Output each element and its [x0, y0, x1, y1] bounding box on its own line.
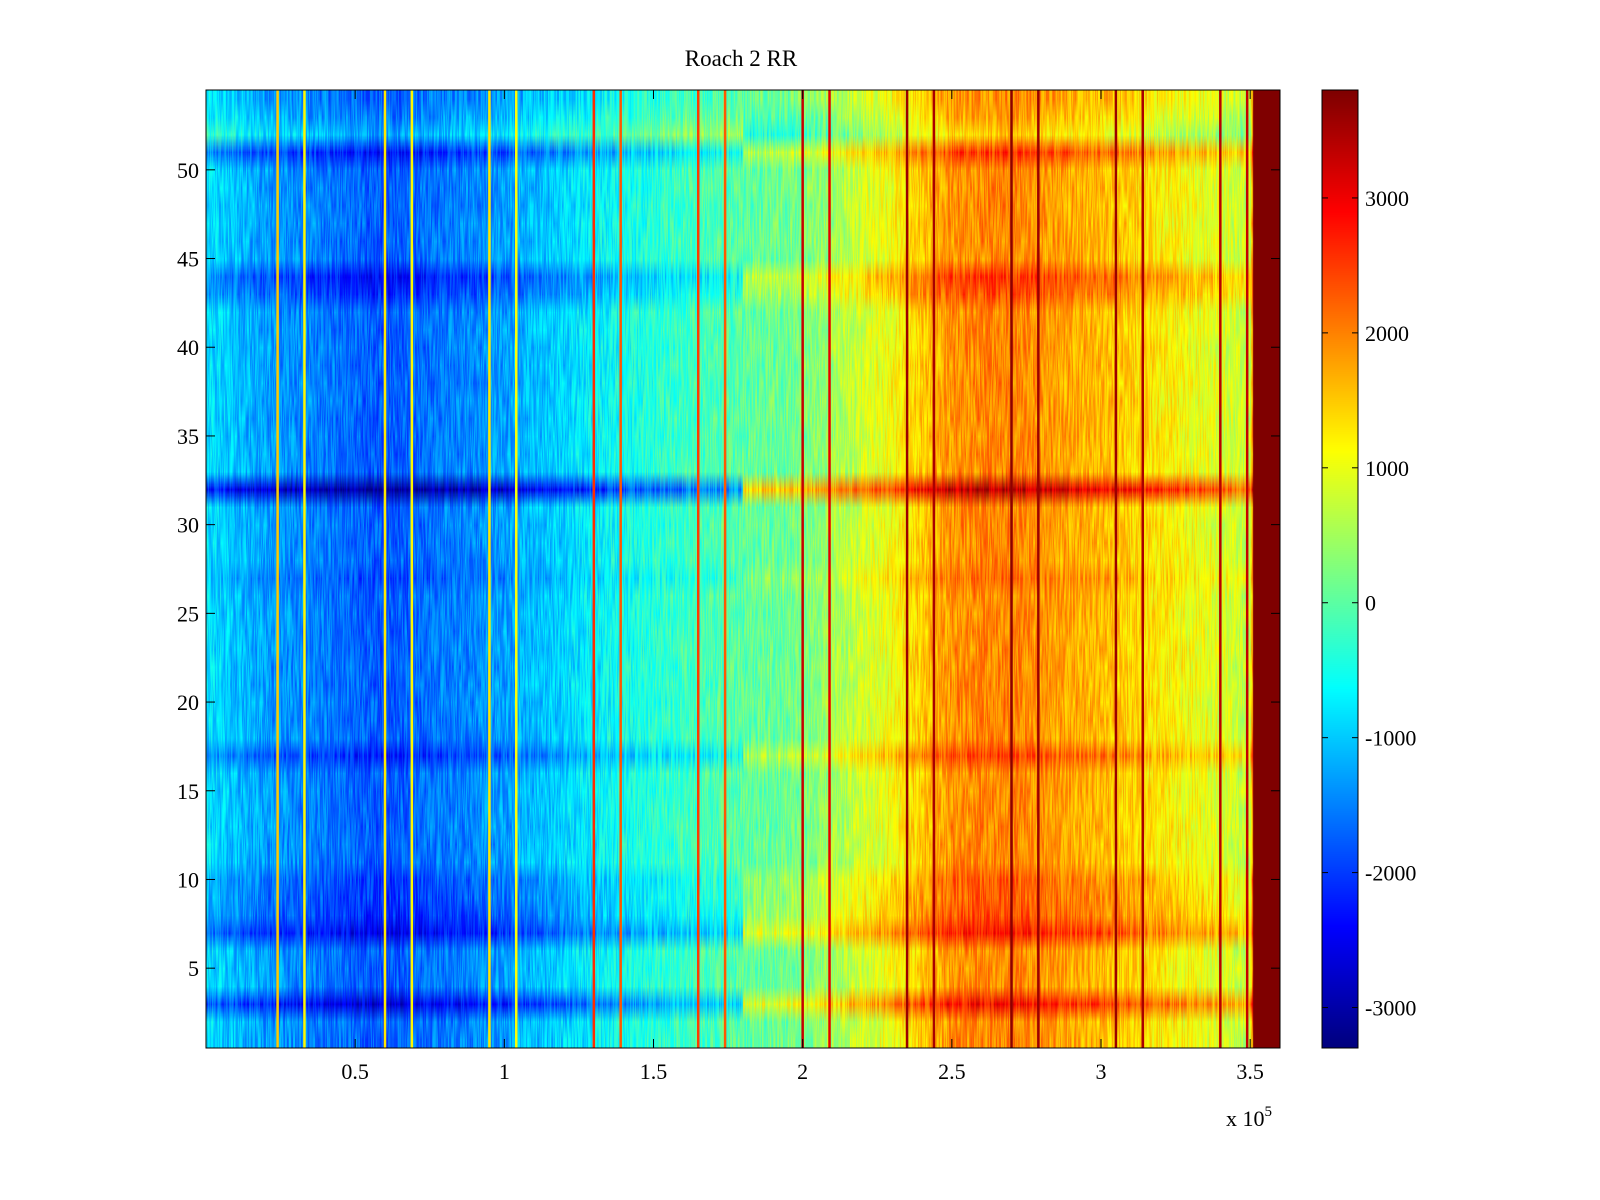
x-tick-label-4: 2 [797, 1059, 808, 1084]
y-tick-label-8: 40 [177, 335, 199, 360]
y-tick-label-7: 35 [177, 424, 199, 449]
colorbar-gradient [1322, 90, 1358, 1048]
x-axis-multiplier: x 105 [1226, 1104, 1272, 1131]
heatmap-image [206, 90, 1280, 1048]
plot-area [205, 89, 1281, 1049]
colorbar-frame [1321, 89, 1359, 1049]
colorbar-tick-label-1: 3000 [1365, 186, 1409, 211]
colorbar-tick-label-4: 0 [1365, 591, 1376, 616]
y-tick-label-2: 10 [177, 867, 199, 892]
y-tick-label-9: 45 [177, 247, 199, 272]
x-tick-label-7: 3.5 [1236, 1059, 1264, 1084]
colorbar: 3000 2000 1000 0 -1000 -2000 -3000 [1321, 89, 1416, 1049]
x-tick-label-5: 2.5 [938, 1059, 966, 1084]
x-tick-label-1: 0.5 [341, 1059, 369, 1084]
colorbar-tick-label-7: -3000 [1365, 996, 1416, 1021]
y-tick-label-3: 15 [177, 779, 199, 804]
x-tick-label-6: 3 [1096, 1059, 1107, 1084]
colorbar-tick-label-2: 2000 [1365, 321, 1409, 346]
x-axis-multiplier-exponent: 5 [1265, 1104, 1273, 1120]
colorbar-tick-label-3: 1000 [1365, 456, 1409, 481]
colorbar-tick-label-5: -1000 [1365, 726, 1416, 751]
colorbar-ticks: 3000 2000 1000 0 -1000 -2000 -3000 [1322, 186, 1416, 1021]
x-axis: 0.5 1 1.5 2 2.5 3 3.5 [341, 90, 1264, 1084]
x-axis-multiplier-base: x 10 [1226, 1106, 1265, 1131]
x-tick-label-2: 1 [499, 1059, 510, 1084]
chart-title: Roach 2 RR [685, 46, 798, 71]
y-tick-label-6: 30 [177, 513, 199, 538]
y-tick-label-1: 5 [188, 956, 199, 981]
y-tick-label-4: 20 [177, 690, 199, 715]
y-tick-label-10: 50 [177, 158, 199, 183]
colorbar-tick-label-6: -2000 [1365, 861, 1416, 886]
y-tick-label-5: 25 [177, 601, 199, 626]
x-tick-label-3: 1.5 [640, 1059, 668, 1084]
plot-frame [205, 89, 1281, 1049]
y-axis: 5 10 15 20 25 30 35 40 45 50 [177, 158, 1280, 981]
